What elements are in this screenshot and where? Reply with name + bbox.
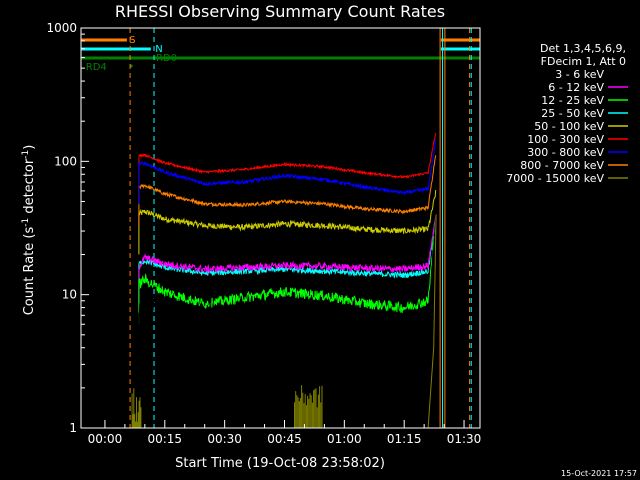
x-tick-label: 01:00 bbox=[327, 432, 362, 446]
legend-entry-label: 12 - 25 keV bbox=[541, 94, 604, 107]
series-layer bbox=[131, 132, 437, 429]
y-tick-label: 10 bbox=[62, 288, 77, 302]
x-axis-label: Start Time (19-Oct-08 23:58:02) bbox=[175, 456, 385, 471]
legend-entry-label: 50 - 100 keV bbox=[534, 120, 604, 133]
legend-entry-label: 25 - 50 keV bbox=[541, 107, 604, 120]
series-line-800-7000keV bbox=[138, 155, 437, 228]
x-tick-label: 01:30 bbox=[447, 432, 482, 446]
event-marker-lines bbox=[80, 28, 472, 428]
chart-title: RHESSI Observing Summary Count Rates bbox=[115, 2, 445, 21]
x-tick-label: 00:30 bbox=[207, 432, 242, 446]
footer-timestamp: 15-Oct-2021 17:57 bbox=[561, 469, 637, 478]
y-tick-label: 1 bbox=[69, 421, 77, 435]
legend-entry-label: 3 - 6 keV bbox=[555, 68, 604, 81]
series-line-7000-15000kev bbox=[131, 214, 437, 429]
series-line-300-800keV bbox=[138, 140, 437, 205]
x-tick-label: 00:00 bbox=[88, 432, 123, 446]
legend-entry-label: 7000 - 15000 keV bbox=[506, 172, 604, 185]
x-tick-label: 00:15 bbox=[147, 432, 182, 446]
y-axis-label: Count Rate (s-1 detector-1) bbox=[21, 145, 37, 316]
legend-entry-label: 300 - 800 keV bbox=[527, 146, 604, 159]
series-line-100-300keV bbox=[138, 132, 437, 196]
series-line-50-100keV bbox=[138, 189, 437, 255]
x-tick-label: 00:45 bbox=[267, 432, 302, 446]
legend-entry-label: 800 - 7000 keV bbox=[520, 159, 604, 172]
legend-entry-label: 100 - 300 keV bbox=[527, 133, 604, 146]
series-line-3-6keV bbox=[138, 218, 437, 352]
flag-annotation-rd4: RD4 bbox=[86, 62, 107, 73]
x-tick-label: 01:15 bbox=[387, 432, 422, 446]
flag-annotation-n: N bbox=[155, 44, 162, 55]
axis-ticks: 00:00 00:15 00:30 00:45 01:00 01:15 01:30 1 10 10… bbox=[46, 21, 481, 446]
legend-header: FDecim 1, Att 0 bbox=[541, 55, 626, 68]
flag-annotation-rd0: RD0 bbox=[156, 53, 177, 64]
legend-entry-label: 6 - 12 keV bbox=[548, 81, 604, 94]
plot-frame bbox=[80, 27, 481, 429]
y-tick-label: 1000 bbox=[46, 21, 77, 35]
series-line-25-50keV bbox=[138, 219, 437, 304]
flag-annotation-s: S bbox=[129, 35, 135, 46]
y-tick-label: 100 bbox=[54, 154, 77, 168]
legend: Det 1,3,4,5,6,9,FDecim 1, Att 03 - 6 keV… bbox=[506, 42, 628, 185]
axes bbox=[80, 27, 481, 429]
series-line-6-12keV bbox=[138, 217, 437, 308]
legend-header: Det 1,3,4,5,6,9, bbox=[540, 42, 626, 55]
series-line-12-25keV bbox=[138, 219, 437, 325]
